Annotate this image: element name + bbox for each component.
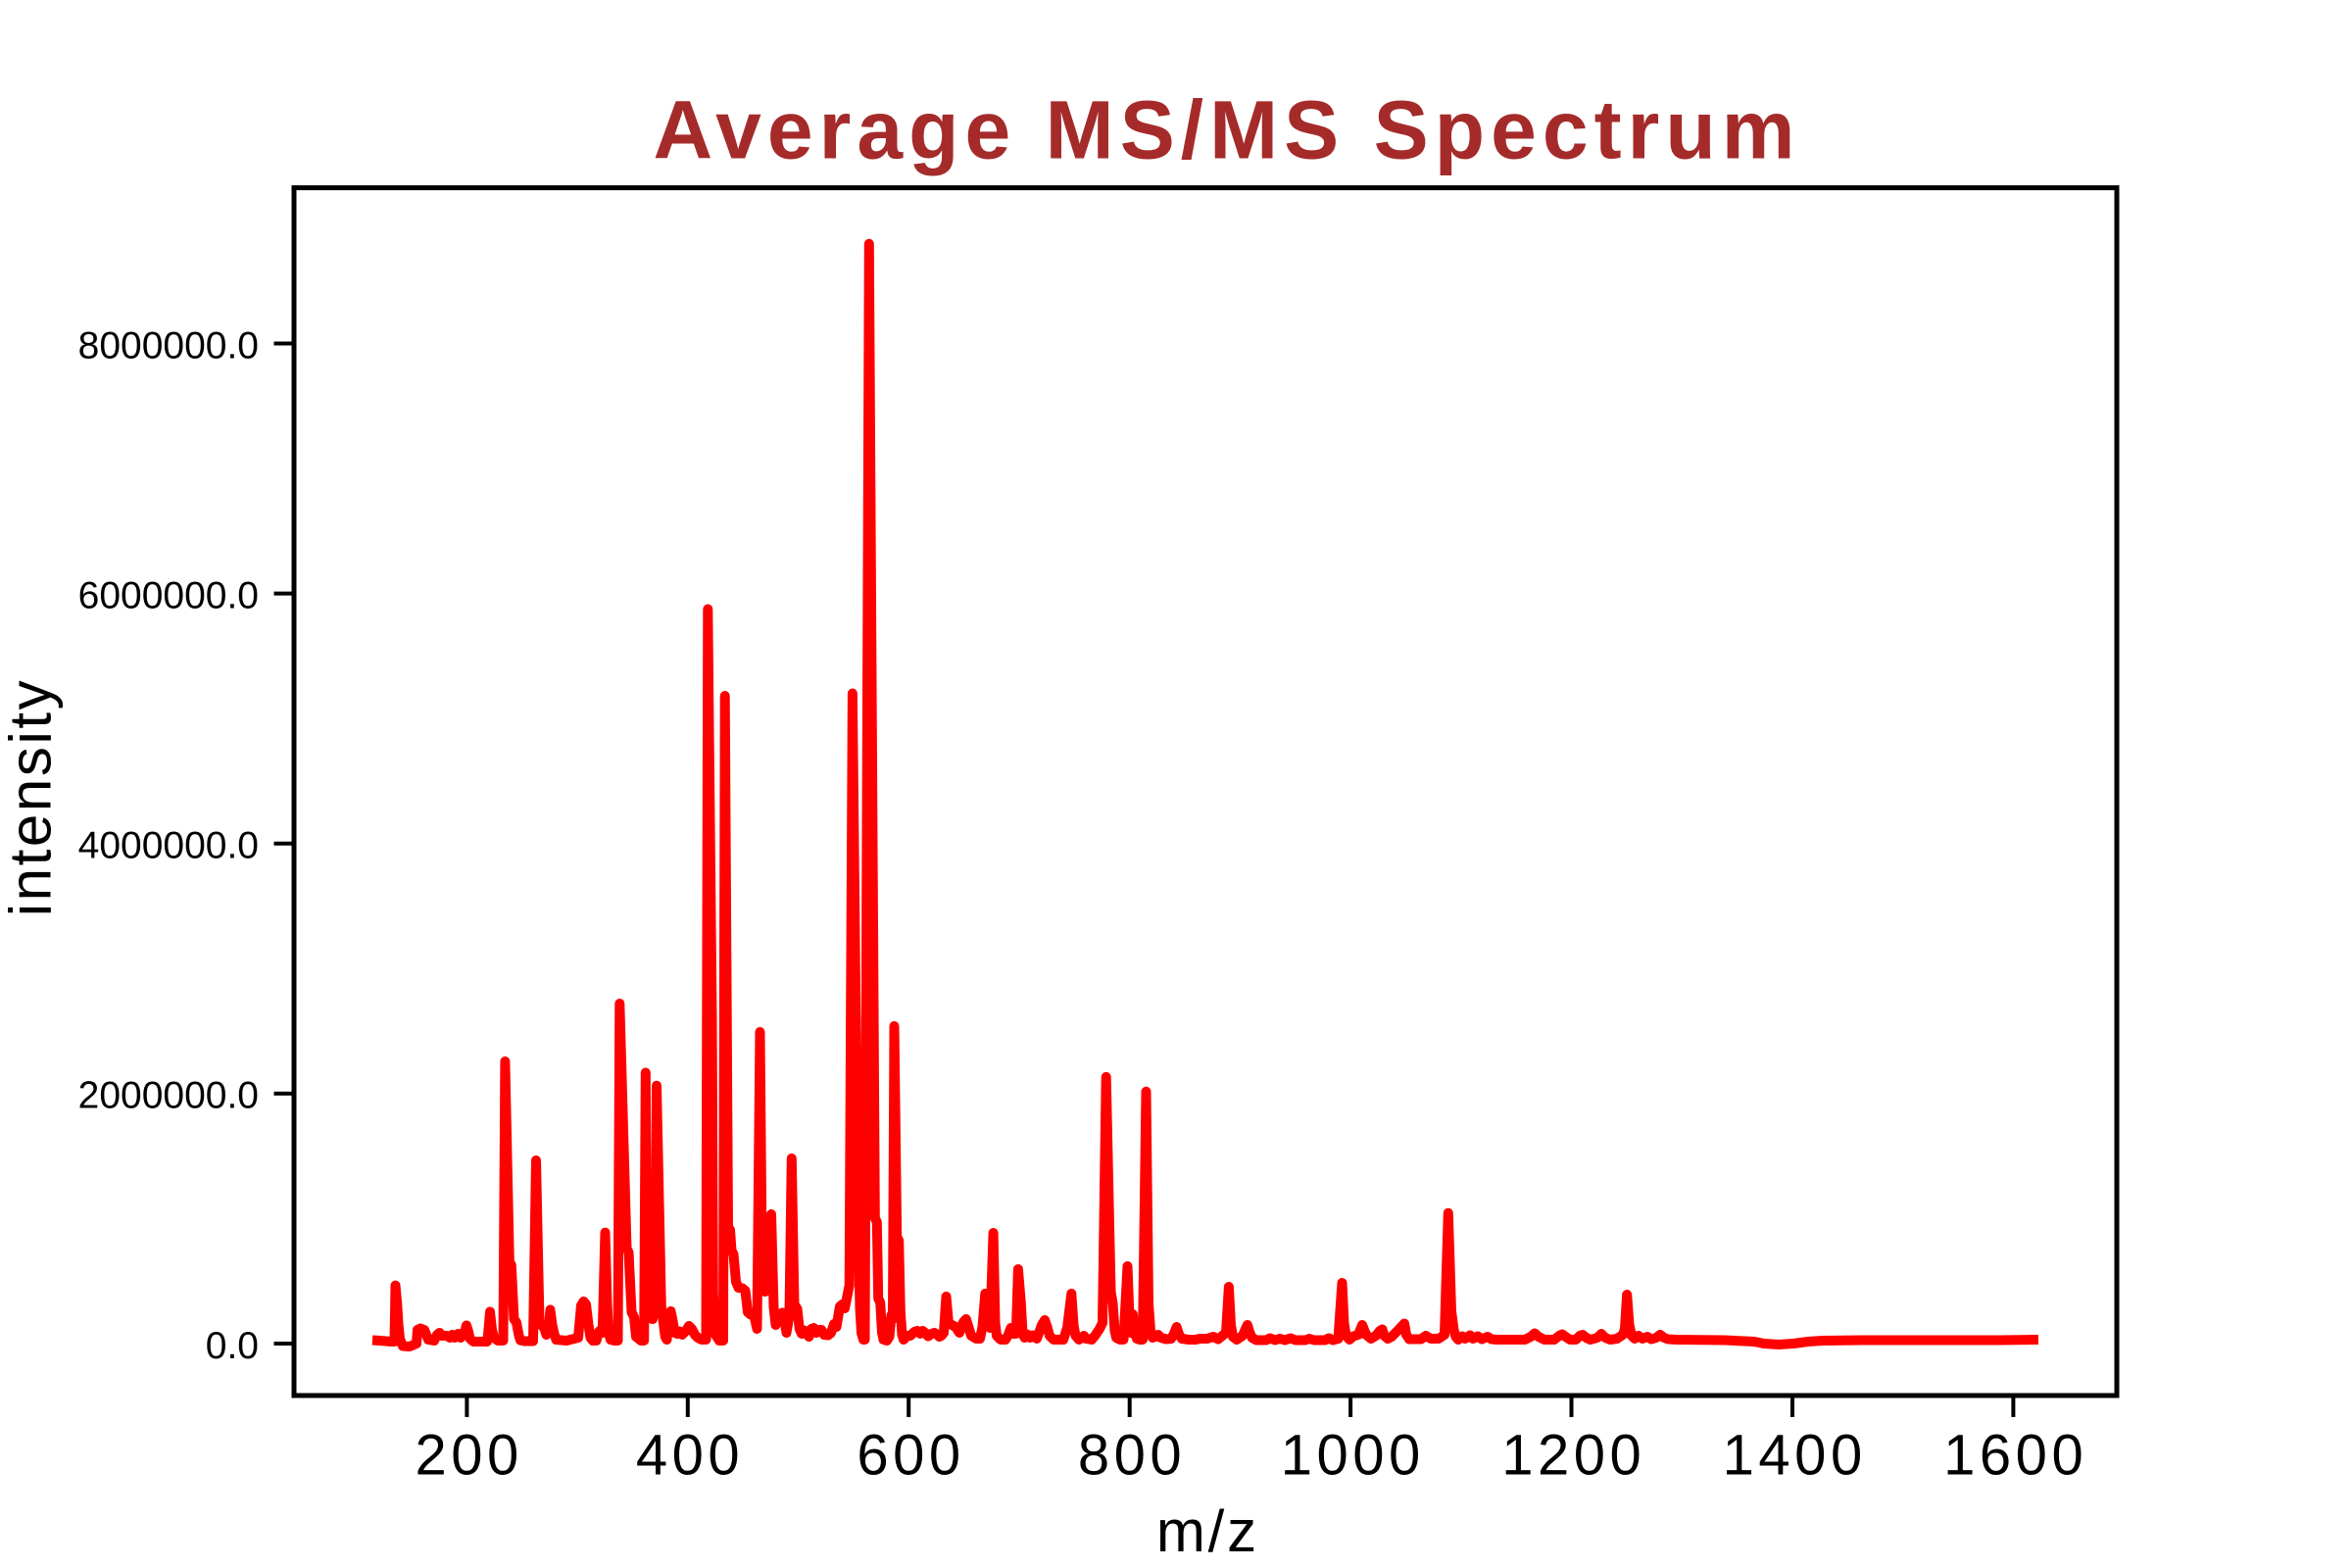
svg-text:m/z: m/z (1156, 1498, 1259, 1564)
svg-text:1200: 1200 (1501, 1424, 1645, 1488)
svg-text:2000000.0: 2000000.0 (78, 1075, 259, 1117)
svg-text:0.0: 0.0 (206, 1325, 259, 1367)
svg-text:1000: 1000 (1281, 1424, 1425, 1488)
svg-text:intensity: intensity (0, 678, 64, 917)
svg-text:600: 600 (857, 1424, 964, 1488)
svg-text:6000000.0: 6000000.0 (78, 574, 259, 616)
svg-text:8000000.0: 8000000.0 (78, 324, 259, 367)
svg-text:200: 200 (415, 1424, 522, 1488)
svg-text:1600: 1600 (1943, 1424, 2087, 1488)
svg-text:400: 400 (636, 1424, 744, 1488)
svg-text:Average MS/MS Spectrum: Average MS/MS Spectrum (654, 84, 1801, 176)
svg-text:1400: 1400 (1723, 1424, 1867, 1488)
svg-text:4000000.0: 4000000.0 (78, 825, 259, 867)
svg-text:800: 800 (1078, 1424, 1186, 1488)
